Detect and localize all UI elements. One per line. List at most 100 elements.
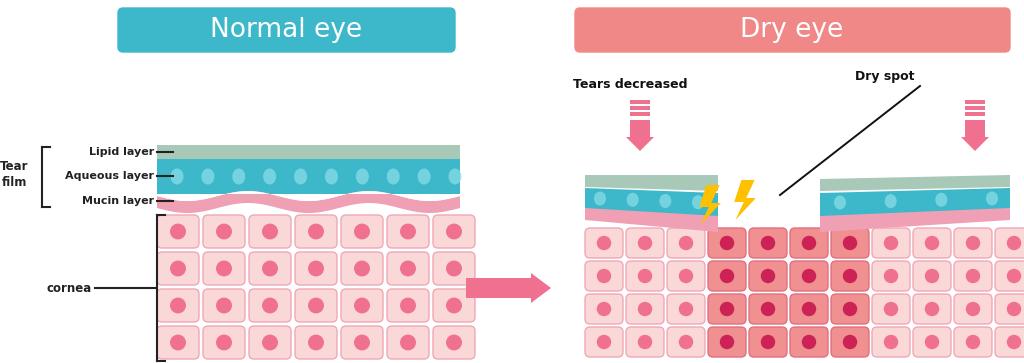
FancyBboxPatch shape <box>295 215 337 248</box>
Ellipse shape <box>594 192 606 205</box>
FancyBboxPatch shape <box>341 289 383 322</box>
Ellipse shape <box>843 269 857 283</box>
Ellipse shape <box>925 269 939 283</box>
Bar <box>157 159 460 194</box>
Ellipse shape <box>232 168 246 184</box>
Polygon shape <box>699 185 721 225</box>
Polygon shape <box>585 188 718 218</box>
Bar <box>157 145 460 159</box>
Ellipse shape <box>1007 335 1021 349</box>
FancyBboxPatch shape <box>433 289 475 322</box>
FancyBboxPatch shape <box>790 261 828 291</box>
FancyBboxPatch shape <box>749 228 787 258</box>
Ellipse shape <box>720 335 734 349</box>
Ellipse shape <box>925 302 939 316</box>
FancyBboxPatch shape <box>585 327 623 357</box>
Ellipse shape <box>216 335 232 350</box>
FancyBboxPatch shape <box>708 261 746 291</box>
Polygon shape <box>585 208 718 232</box>
Ellipse shape <box>802 302 816 316</box>
FancyBboxPatch shape <box>387 215 429 248</box>
Ellipse shape <box>884 335 898 349</box>
FancyBboxPatch shape <box>626 327 664 357</box>
FancyBboxPatch shape <box>203 289 245 322</box>
FancyBboxPatch shape <box>387 252 429 285</box>
Text: Normal eye: Normal eye <box>210 17 362 43</box>
Bar <box>630 100 650 104</box>
Text: Mucin layer: Mucin layer <box>82 196 154 206</box>
FancyBboxPatch shape <box>790 228 828 258</box>
Ellipse shape <box>354 298 370 313</box>
FancyBboxPatch shape <box>831 294 869 324</box>
FancyBboxPatch shape <box>295 289 337 322</box>
FancyBboxPatch shape <box>433 252 475 285</box>
Polygon shape <box>820 188 1010 218</box>
FancyBboxPatch shape <box>954 228 992 258</box>
FancyBboxPatch shape <box>585 294 623 324</box>
Ellipse shape <box>925 335 939 349</box>
Ellipse shape <box>597 302 611 316</box>
FancyBboxPatch shape <box>157 252 199 285</box>
FancyBboxPatch shape <box>585 261 623 291</box>
Text: Tear
film: Tear film <box>0 159 29 188</box>
Ellipse shape <box>446 224 462 240</box>
Ellipse shape <box>170 224 186 240</box>
FancyBboxPatch shape <box>295 252 337 285</box>
FancyBboxPatch shape <box>954 261 992 291</box>
FancyBboxPatch shape <box>708 327 746 357</box>
Polygon shape <box>820 175 1010 191</box>
FancyBboxPatch shape <box>995 228 1024 258</box>
Ellipse shape <box>802 236 816 250</box>
FancyBboxPatch shape <box>913 327 951 357</box>
Ellipse shape <box>966 335 980 349</box>
Ellipse shape <box>679 335 693 349</box>
FancyBboxPatch shape <box>249 289 291 322</box>
FancyBboxPatch shape <box>995 261 1024 291</box>
FancyBboxPatch shape <box>341 326 383 359</box>
Ellipse shape <box>597 269 611 283</box>
FancyBboxPatch shape <box>626 228 664 258</box>
FancyBboxPatch shape <box>872 228 910 258</box>
FancyBboxPatch shape <box>995 327 1024 357</box>
Ellipse shape <box>446 261 462 276</box>
Ellipse shape <box>216 298 232 313</box>
Ellipse shape <box>202 168 214 184</box>
FancyBboxPatch shape <box>913 228 951 258</box>
Ellipse shape <box>761 236 775 250</box>
FancyBboxPatch shape <box>118 8 455 52</box>
FancyBboxPatch shape <box>913 261 951 291</box>
FancyBboxPatch shape <box>626 294 664 324</box>
FancyBboxPatch shape <box>295 326 337 359</box>
Ellipse shape <box>834 195 846 209</box>
Ellipse shape <box>720 236 734 250</box>
FancyBboxPatch shape <box>203 215 245 248</box>
FancyBboxPatch shape <box>157 326 199 359</box>
FancyBboxPatch shape <box>749 261 787 291</box>
FancyBboxPatch shape <box>954 327 992 357</box>
Ellipse shape <box>354 261 370 276</box>
FancyBboxPatch shape <box>708 228 746 258</box>
FancyBboxPatch shape <box>387 326 429 359</box>
Ellipse shape <box>638 269 652 283</box>
FancyBboxPatch shape <box>831 327 869 357</box>
Ellipse shape <box>308 261 324 276</box>
Ellipse shape <box>966 302 980 316</box>
Ellipse shape <box>802 269 816 283</box>
Ellipse shape <box>325 168 338 184</box>
Ellipse shape <box>802 335 816 349</box>
Ellipse shape <box>986 191 998 205</box>
Ellipse shape <box>170 298 186 313</box>
Ellipse shape <box>843 302 857 316</box>
Ellipse shape <box>308 224 324 240</box>
Bar <box>965 106 985 110</box>
Ellipse shape <box>262 261 278 276</box>
Ellipse shape <box>627 193 639 207</box>
Ellipse shape <box>400 335 416 350</box>
Ellipse shape <box>597 236 611 250</box>
FancyBboxPatch shape <box>872 327 910 357</box>
Ellipse shape <box>884 269 898 283</box>
FancyBboxPatch shape <box>626 261 664 291</box>
Ellipse shape <box>294 168 307 184</box>
Ellipse shape <box>843 335 857 349</box>
FancyBboxPatch shape <box>433 215 475 248</box>
